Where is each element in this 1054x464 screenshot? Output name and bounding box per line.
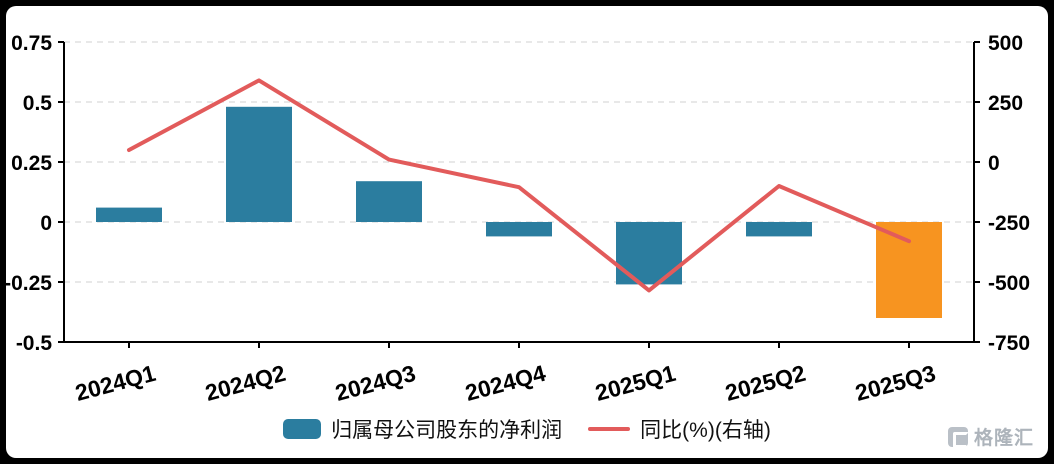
svg-text:250: 250 <box>988 92 1023 115</box>
svg-text:-750: -750 <box>988 332 1030 355</box>
svg-text:500: 500 <box>988 32 1023 55</box>
chart-canvas: 0.75 0.5 0.25 0 -0.25 -0.5 500 250 0 -250 -500 -750… <box>6 32 1030 406</box>
svg-text:2025Q3: 2025Q3 <box>852 360 938 406</box>
svg-text:-500: -500 <box>988 272 1030 295</box>
svg-text:-0.25: -0.25 <box>6 272 52 295</box>
svg-text:0.5: 0.5 <box>23 92 53 115</box>
svg-text:-250: -250 <box>988 212 1030 235</box>
line-series-swatch <box>588 427 631 431</box>
svg-text:2024Q4: 2024Q4 <box>462 360 548 406</box>
watermark: 格隆汇 <box>947 423 1034 450</box>
svg-text:0: 0 <box>988 152 1000 175</box>
legend-item-bar[interactable]: 归属母公司股东的净利润 <box>283 414 562 444</box>
chart-area: 0.75 0.5 0.25 0 -0.25 -0.5 500 250 0 -250 -500 -750… <box>6 6 1048 406</box>
svg-text:2025Q2: 2025Q2 <box>722 360 808 406</box>
svg-text:-0.5: -0.5 <box>16 332 53 355</box>
bar-series-label: 归属母公司股东的净利润 <box>331 419 563 442</box>
line-series-label: 同比(%)(右轴) <box>640 419 771 442</box>
svg-text:2025Q1: 2025Q1 <box>592 360 678 406</box>
legend-item-line[interactable]: 同比(%)(右轴) <box>588 414 771 444</box>
chart-card: 0.75 0.5 0.25 0 -0.25 -0.5 500 250 0 -250 -500 -750… <box>6 6 1048 458</box>
bar-series-swatch <box>283 419 322 439</box>
svg-text:0.25: 0.25 <box>11 152 52 175</box>
gelonghui-logo-icon <box>947 426 969 448</box>
watermark-text: 格隆汇 <box>973 428 1034 449</box>
legend: 归属母公司股东的净利润 同比(%)(右轴) <box>6 414 1048 444</box>
svg-text:0.75: 0.75 <box>11 32 52 55</box>
svg-text:2024Q1: 2024Q1 <box>72 360 158 406</box>
svg-text:0: 0 <box>40 212 52 235</box>
svg-text:2024Q3: 2024Q3 <box>332 360 418 406</box>
svg-text:2024Q2: 2024Q2 <box>202 360 288 406</box>
